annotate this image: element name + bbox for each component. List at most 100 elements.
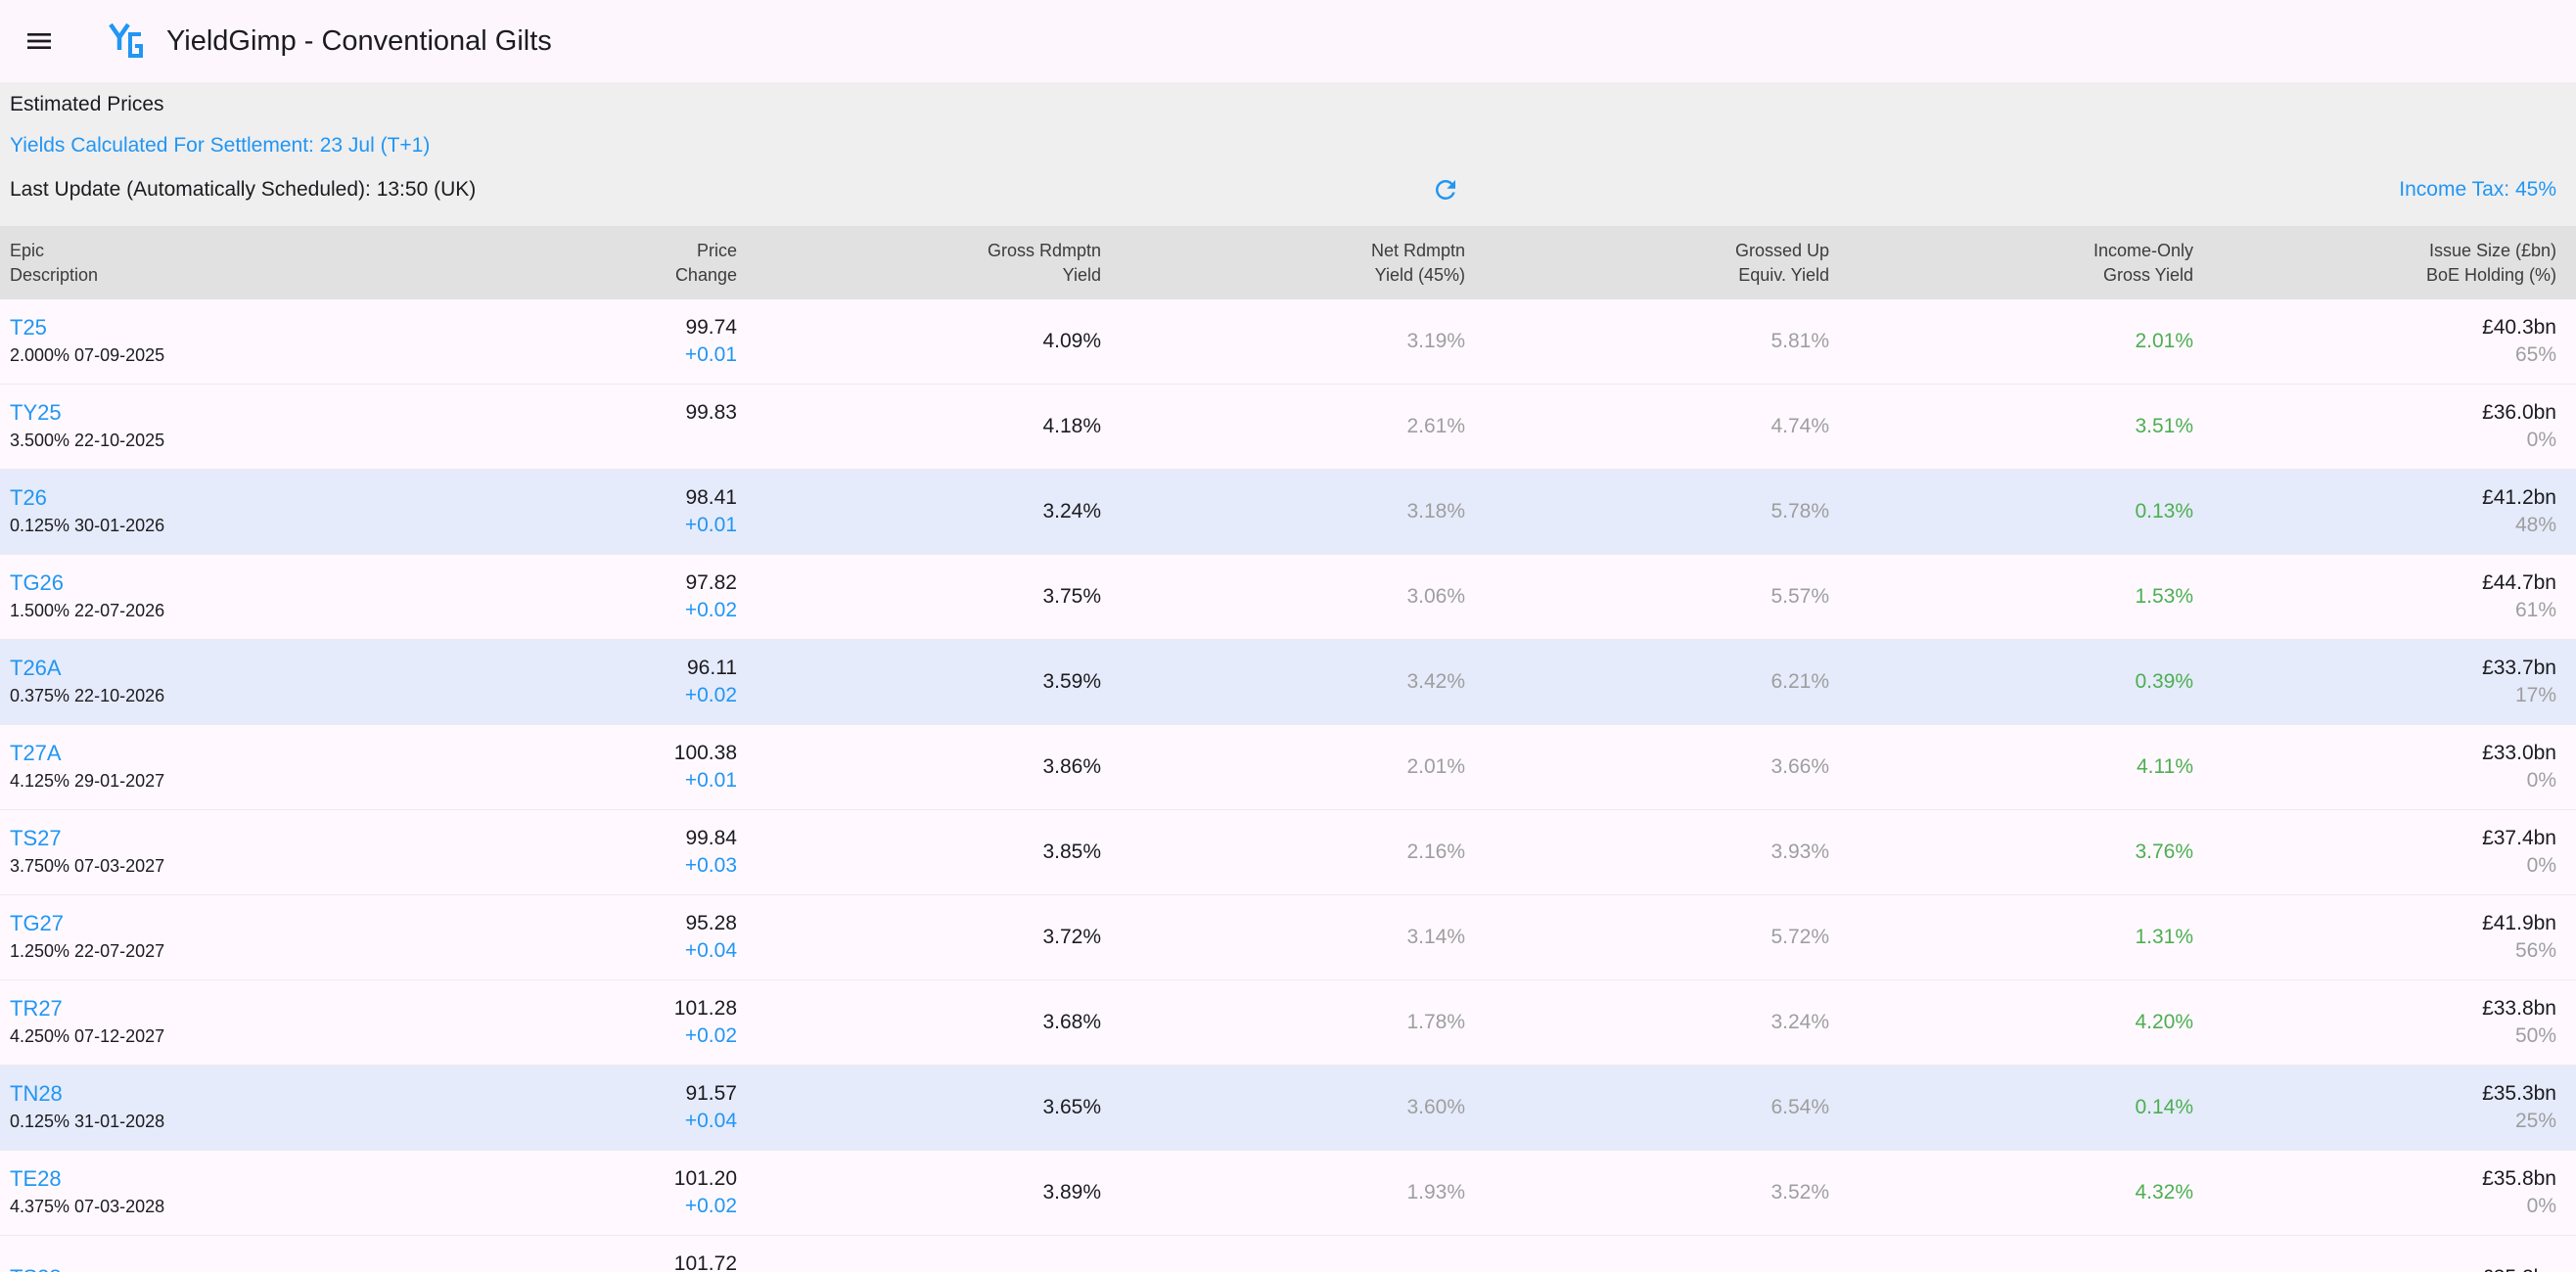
column-header-epic[interactable]: Epic Description: [10, 240, 99, 285]
price-change: +0.01: [684, 769, 737, 792]
income-yield-cell: [1829, 1236, 2193, 1272]
net-yield-cell: 2.01%: [1101, 725, 1465, 809]
estimated-prices-label: Estimated Prices: [10, 93, 164, 115]
epic-link[interactable]: TS28: [10, 1264, 62, 1272]
table-row[interactable]: T26 0.125% 30-01-2026 98.41 +0.01 3.24% 3.18%…: [0, 470, 2576, 555]
income-yield-value: 2.01%: [2135, 330, 2193, 352]
table-row[interactable]: TN28 0.125% 31-01-2028 91.57 +0.04 3.65% 3.60…: [0, 1066, 2576, 1151]
net-yield-cell: 1.93%: [1101, 1151, 1465, 1235]
epic-cell: TG27 1.250% 22-07-2027: [0, 895, 548, 979]
epic-link[interactable]: T25: [10, 315, 47, 340]
boe-holding-value: 56%: [2514, 939, 2556, 962]
price-cell: 95.28 +0.04: [548, 895, 737, 979]
epic-link[interactable]: TR27: [10, 996, 63, 1021]
epic-cell: T27A 4.125% 29-01-2027: [0, 725, 548, 809]
epic-link[interactable]: T26A: [10, 656, 62, 680]
net-yield-value: 2.61%: [1406, 415, 1465, 437]
column-header-issue-size[interactable]: Issue Size (£bn) BoE Holding (%): [2425, 240, 2556, 285]
table-body: T25 2.000% 07-09-2025 99.74 +0.01 4.09% 3.19%…: [0, 299, 2576, 1272]
net-yield-cell: 3.60%: [1101, 1066, 1465, 1150]
gross-yield-cell: 3.24%: [737, 470, 1101, 554]
table-row[interactable]: T25 2.000% 07-09-2025 99.74 +0.01 4.09% 3.19%…: [0, 299, 2576, 385]
income-yield-value: 0.13%: [2135, 500, 2193, 522]
epic-link[interactable]: T26: [10, 485, 47, 510]
gross-yield-value: 3.75%: [1042, 585, 1101, 608]
income-tax-setting[interactable]: Income Tax: 45%: [2399, 178, 2556, 201]
settlement-date-link[interactable]: Yields Calculated For Settlement: 23 Jul…: [10, 134, 431, 157]
gross-yield-value: 4.18%: [1042, 415, 1101, 437]
income-yield-value: 3.51%: [2135, 415, 2193, 437]
column-header-gross-yield[interactable]: Gross Rdmptn Yield: [987, 240, 1101, 285]
issue-size-value: £40.3bn: [2482, 316, 2556, 339]
price-change: +0.02: [684, 599, 737, 621]
issue-size-value: £33.7bn: [2482, 657, 2556, 679]
epic-link[interactable]: TE28: [10, 1166, 62, 1191]
epic-link[interactable]: TG27: [10, 911, 65, 935]
epic-link[interactable]: TY25: [10, 400, 62, 425]
net-yield-cell: 2.16%: [1101, 810, 1465, 894]
price-change: +0.02: [684, 1195, 737, 1217]
income-yield-cell: 0.14%: [1829, 1066, 2193, 1150]
price-change: +0.03: [684, 854, 737, 877]
price-value: 101.28: [673, 997, 737, 1020]
column-header-income-yield[interactable]: Income-Only Gross Yield: [2093, 240, 2193, 285]
price-cell: 96.11 +0.02: [548, 640, 737, 724]
gilt-description: 3.500% 22-10-2025: [10, 431, 165, 450]
grossed-up-yield-value: 5.57%: [1771, 585, 1829, 608]
grossed-up-yield-cell: 6.54%: [1465, 1066, 1829, 1150]
gross-yield-cell: 3.75%: [737, 555, 1101, 639]
gilt-description: 1.500% 22-07-2026: [10, 601, 165, 620]
gross-yield-cell: 3.89%: [737, 1151, 1101, 1235]
boe-holding-value: 0%: [2526, 769, 2556, 792]
gross-yield-value: 3.24%: [1042, 500, 1101, 522]
gross-yield-cell: 4.18%: [737, 385, 1101, 469]
table-row[interactable]: T26A 0.375% 22-10-2026 96.11 +0.02 3.59% 3.42…: [0, 640, 2576, 725]
column-header-net-yield[interactable]: Net Rdmptn Yield (45%): [1370, 240, 1465, 285]
issue-size-cell: £35.8bn 0%: [2193, 1151, 2576, 1235]
epic-link[interactable]: TN28: [10, 1081, 63, 1106]
income-yield-cell: 1.53%: [1829, 555, 2193, 639]
epic-link[interactable]: TS27: [10, 826, 62, 850]
table-row[interactable]: TG27 1.250% 22-07-2027 95.28 +0.04 3.72% 3.14…: [0, 895, 2576, 980]
epic-link[interactable]: T27A: [10, 741, 62, 765]
issue-size-value: £33.0bn: [2482, 742, 2556, 764]
income-yield-value: 1.53%: [2135, 585, 2193, 608]
income-yield-cell: 3.51%: [1829, 385, 2193, 469]
price-value: 99.83: [685, 401, 737, 424]
grossed-up-yield-value: 6.54%: [1771, 1096, 1829, 1118]
net-yield-cell: 3.42%: [1101, 640, 1465, 724]
table-row[interactable]: TY25 3.500% 22-10-2025 99.83 4.18% 2.61% 4.74…: [0, 385, 2576, 470]
grossed-up-yield-cell: 4.74%: [1465, 385, 1829, 469]
net-yield-cell: 2.61%: [1101, 385, 1465, 469]
table-row[interactable]: TR27 4.250% 07-12-2027 101.28 +0.02 3.68% 1.7…: [0, 980, 2576, 1066]
grossed-up-yield-cell: 5.81%: [1465, 299, 1829, 384]
price-cell: 101.72: [548, 1236, 737, 1272]
issue-size-cell: £41.2bn 48%: [2193, 470, 2576, 554]
gross-yield-value: 3.86%: [1042, 755, 1101, 778]
column-header-price[interactable]: Price Change: [674, 240, 737, 285]
yieldgimp-logo: [106, 20, 149, 63]
refresh-icon[interactable]: [1431, 175, 1460, 204]
grossed-up-yield-value: 4.74%: [1771, 415, 1829, 437]
menu-button[interactable]: [12, 14, 67, 68]
price-change: +0.01: [684, 343, 737, 366]
gilt-description: 4.250% 07-12-2027: [10, 1026, 165, 1046]
table-row[interactable]: TE28 4.375% 07-03-2028 101.20 +0.02 3.89% 1.9…: [0, 1151, 2576, 1236]
issue-size-cell: £44.7bn 61%: [2193, 555, 2576, 639]
boe-holding-value: 0%: [2526, 429, 2556, 451]
issue-size-cell: £33.7bn 17%: [2193, 640, 2576, 724]
income-yield-value: 0.14%: [2135, 1096, 2193, 1118]
price-value: 101.72: [673, 1252, 737, 1272]
table-row[interactable]: TS27 3.750% 07-03-2027 99.84 +0.03 3.85% 2.16…: [0, 810, 2576, 895]
issue-size-value: £41.2bn: [2482, 486, 2556, 509]
price-value: 97.82: [685, 571, 737, 594]
epic-link[interactable]: TG26: [10, 570, 65, 595]
gross-yield-cell: 3.85%: [737, 810, 1101, 894]
column-header-grossed-up-yield[interactable]: Grossed Up Equiv. Yield: [1734, 240, 1829, 285]
table-row[interactable]: TS28 101.72 £35.2bn: [0, 1236, 2576, 1272]
table-row[interactable]: T27A 4.125% 29-01-2027 100.38 +0.01 3.86% 2.0…: [0, 725, 2576, 810]
table-row[interactable]: TG26 1.500% 22-07-2026 97.82 +0.02 3.75% 3.06…: [0, 555, 2576, 640]
income-yield-value: 0.39%: [2135, 670, 2193, 693]
issue-size-value: £41.9bn: [2482, 912, 2556, 934]
issue-size-cell: £36.0bn 0%: [2193, 385, 2576, 469]
